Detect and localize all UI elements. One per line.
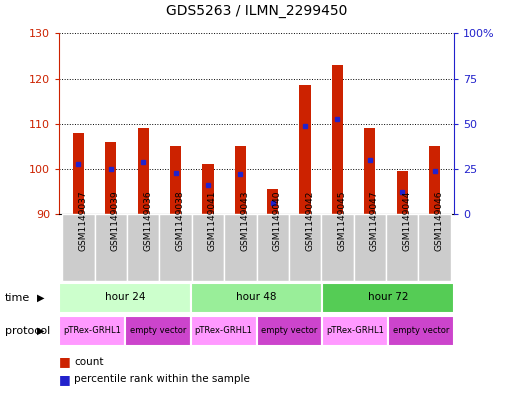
FancyBboxPatch shape xyxy=(62,214,94,281)
Bar xyxy=(332,65,343,214)
FancyBboxPatch shape xyxy=(419,214,451,281)
Bar xyxy=(202,164,213,214)
Text: GSM1149038: GSM1149038 xyxy=(175,191,185,251)
Bar xyxy=(170,146,181,214)
Text: GSM1149041: GSM1149041 xyxy=(208,191,217,251)
Text: GSM1149036: GSM1149036 xyxy=(143,191,152,251)
Bar xyxy=(234,146,246,214)
Text: pTRex-GRHL1: pTRex-GRHL1 xyxy=(63,326,121,335)
Bar xyxy=(300,85,311,214)
Bar xyxy=(267,189,279,214)
Text: ▶: ▶ xyxy=(37,326,45,336)
Bar xyxy=(105,142,116,214)
Text: GSM1149037: GSM1149037 xyxy=(78,191,87,251)
Text: GSM1149040: GSM1149040 xyxy=(273,191,282,251)
Text: protocol: protocol xyxy=(5,326,50,336)
Text: percentile rank within the sample: percentile rank within the sample xyxy=(74,374,250,384)
FancyBboxPatch shape xyxy=(94,214,127,281)
Bar xyxy=(73,133,84,214)
FancyBboxPatch shape xyxy=(386,214,419,281)
Text: pTRex-GRHL1: pTRex-GRHL1 xyxy=(194,326,252,335)
Text: hour 72: hour 72 xyxy=(368,292,408,302)
Text: empty vector: empty vector xyxy=(261,326,318,335)
Text: ■: ■ xyxy=(59,355,71,368)
FancyBboxPatch shape xyxy=(160,214,192,281)
Text: count: count xyxy=(74,356,104,367)
Text: empty vector: empty vector xyxy=(393,326,449,335)
Bar xyxy=(256,316,322,346)
FancyBboxPatch shape xyxy=(256,214,289,281)
FancyBboxPatch shape xyxy=(289,214,321,281)
Text: hour 48: hour 48 xyxy=(236,292,277,302)
FancyBboxPatch shape xyxy=(127,214,160,281)
FancyBboxPatch shape xyxy=(192,214,224,281)
Text: ■: ■ xyxy=(59,373,71,386)
Text: GDS5263 / ILMN_2299450: GDS5263 / ILMN_2299450 xyxy=(166,4,347,18)
Text: GSM1149047: GSM1149047 xyxy=(370,191,379,251)
Text: GSM1149043: GSM1149043 xyxy=(240,191,249,251)
Bar xyxy=(364,128,376,214)
FancyBboxPatch shape xyxy=(224,214,256,281)
Text: GSM1149045: GSM1149045 xyxy=(338,191,346,251)
Text: hour 24: hour 24 xyxy=(105,292,145,302)
Bar xyxy=(429,146,440,214)
Text: empty vector: empty vector xyxy=(130,326,186,335)
Bar xyxy=(191,283,322,313)
FancyBboxPatch shape xyxy=(353,214,386,281)
Bar xyxy=(59,316,125,346)
Bar xyxy=(59,283,191,313)
Bar xyxy=(322,283,454,313)
Bar xyxy=(125,316,191,346)
Text: GSM1149044: GSM1149044 xyxy=(402,191,411,251)
Text: GSM1149039: GSM1149039 xyxy=(111,191,120,251)
Text: time: time xyxy=(5,293,30,303)
Bar xyxy=(322,316,388,346)
Text: ▶: ▶ xyxy=(37,293,45,303)
Text: GSM1149046: GSM1149046 xyxy=(435,191,444,251)
FancyBboxPatch shape xyxy=(321,214,353,281)
Bar xyxy=(397,171,408,214)
Bar xyxy=(191,316,256,346)
Bar xyxy=(137,128,149,214)
Bar xyxy=(388,316,454,346)
Text: pTRex-GRHL1: pTRex-GRHL1 xyxy=(326,326,384,335)
Text: GSM1149042: GSM1149042 xyxy=(305,191,314,251)
